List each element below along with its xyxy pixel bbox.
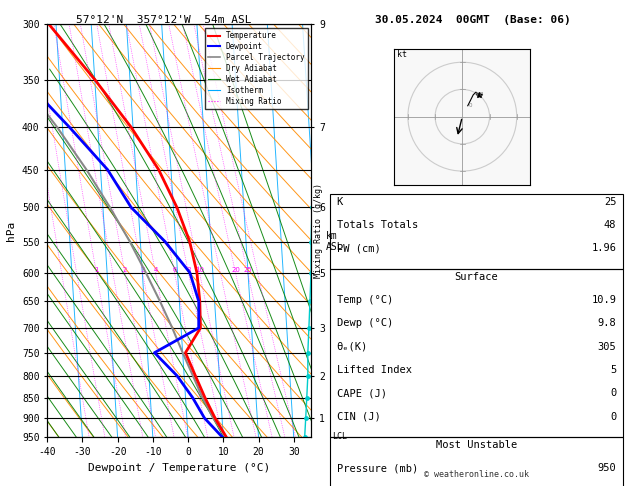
Text: Pressure (mb): Pressure (mb) [337, 463, 418, 473]
Text: 57°12'N  357°12'W  54m ASL: 57°12'N 357°12'W 54m ASL [75, 15, 252, 25]
Text: Totals Totals: Totals Totals [337, 220, 418, 230]
Text: 8: 8 [480, 92, 484, 97]
Text: 30.05.2024  00GMT  (Base: 06): 30.05.2024 00GMT (Base: 06) [376, 15, 571, 25]
Text: CAPE (J): CAPE (J) [337, 388, 386, 399]
Point [301, 414, 311, 422]
Point [309, 123, 319, 131]
Text: 4: 4 [474, 92, 478, 97]
Point [308, 166, 318, 174]
Text: 0: 0 [610, 412, 616, 422]
Text: 25: 25 [243, 267, 252, 273]
Point [303, 372, 313, 380]
Text: 5: 5 [610, 365, 616, 375]
Text: 0: 0 [610, 388, 616, 399]
Text: 950: 950 [598, 463, 616, 473]
Text: 48: 48 [604, 220, 616, 230]
Text: Lifted Index: Lifted Index [337, 365, 411, 375]
Text: © weatheronline.co.uk: © weatheronline.co.uk [424, 469, 529, 479]
Point [304, 324, 314, 332]
Text: 1: 1 [94, 267, 99, 273]
Text: kt: kt [397, 50, 407, 59]
Point [299, 434, 309, 441]
Text: 10.9: 10.9 [591, 295, 616, 305]
Text: PW (cm): PW (cm) [337, 243, 381, 254]
Text: LCL: LCL [333, 432, 347, 441]
Text: Dewp (°C): Dewp (°C) [337, 318, 392, 329]
X-axis label: Dewpoint / Temperature (°C): Dewpoint / Temperature (°C) [88, 463, 270, 473]
Text: Surface: Surface [455, 272, 498, 282]
Point [306, 269, 316, 277]
Point [310, 76, 320, 84]
Text: 1.96: 1.96 [591, 243, 616, 254]
Text: Mixing Ratio (g/kg): Mixing Ratio (g/kg) [314, 183, 323, 278]
Text: 20: 20 [231, 267, 240, 273]
Point [305, 297, 315, 305]
Point [311, 20, 321, 28]
Point [307, 204, 317, 211]
Y-axis label: hPa: hPa [6, 221, 16, 241]
Point [303, 349, 313, 357]
Text: 10: 10 [195, 267, 204, 273]
Text: K: K [337, 197, 343, 207]
Text: CIN (J): CIN (J) [337, 412, 381, 422]
Text: Temp (°C): Temp (°C) [337, 295, 392, 305]
Text: 2: 2 [123, 267, 127, 273]
Y-axis label: km
ASL: km ASL [326, 231, 344, 252]
Text: 8: 8 [186, 267, 191, 273]
Text: 4: 4 [153, 267, 158, 273]
Text: 305: 305 [598, 342, 616, 352]
Text: 25: 25 [604, 197, 616, 207]
Point [306, 238, 316, 245]
Text: θₑ(K): θₑ(K) [337, 342, 368, 352]
Text: 6: 6 [172, 267, 177, 273]
Legend: Temperature, Dewpoint, Parcel Trajectory, Dry Adiabat, Wet Adiabat, Isotherm, Mi: Temperature, Dewpoint, Parcel Trajectory… [205, 28, 308, 109]
Text: 3: 3 [140, 267, 145, 273]
Text: 0: 0 [469, 103, 472, 108]
Text: 9.8: 9.8 [598, 318, 616, 329]
Point [302, 394, 312, 401]
Text: Most Unstable: Most Unstable [436, 440, 517, 450]
